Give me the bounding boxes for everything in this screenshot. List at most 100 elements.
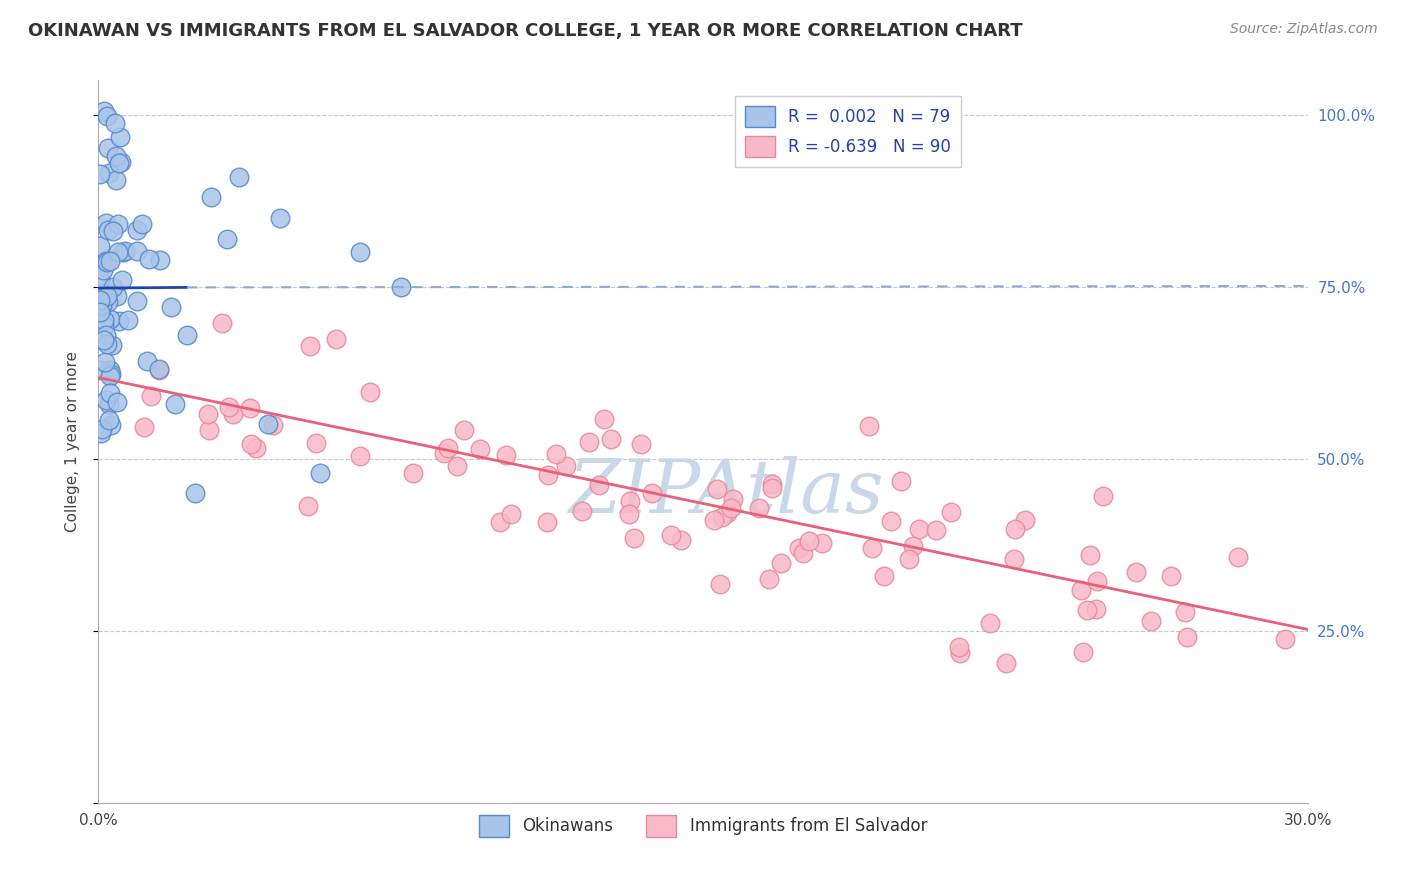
- Point: [619, 493, 641, 508]
- Point: [97, 413, 120, 427]
- Point: [903, 539, 925, 553]
- Point: [97, 141, 120, 155]
- Point: [262, 417, 284, 432]
- Point: [619, 508, 641, 522]
- Point: [111, 244, 134, 259]
- Point: [184, 486, 207, 500]
- Point: [97, 295, 120, 310]
- Point: [941, 505, 963, 519]
- Point: [132, 420, 155, 434]
- Point: [1085, 602, 1108, 616]
- Point: [873, 569, 896, 583]
- Point: [349, 245, 371, 260]
- Text: OKINAWAN VS IMMIGRANTS FROM EL SALVADOR COLLEGE, 1 YEAR OR MORE CORRELATION CHAR: OKINAWAN VS IMMIGRANTS FROM EL SALVADOR …: [28, 22, 1022, 40]
- Point: [709, 577, 731, 591]
- Point: [93, 334, 115, 348]
- Point: [149, 253, 172, 268]
- Point: [148, 362, 170, 376]
- Point: [125, 293, 148, 308]
- Point: [787, 541, 810, 556]
- Point: [97, 285, 120, 300]
- Point: [1070, 582, 1092, 597]
- Point: [792, 546, 814, 560]
- Point: [97, 223, 120, 237]
- Point: [1160, 569, 1182, 583]
- Point: [89, 293, 111, 308]
- Point: [218, 400, 240, 414]
- Point: [1014, 513, 1036, 527]
- Point: [630, 437, 652, 451]
- Point: [93, 313, 115, 327]
- Point: [108, 156, 131, 170]
- Point: [222, 407, 245, 421]
- Point: [880, 514, 903, 528]
- Point: [711, 510, 734, 524]
- Point: [908, 523, 931, 537]
- Text: Source: ZipAtlas.com: Source: ZipAtlas.com: [1230, 22, 1378, 37]
- Point: [389, 279, 412, 293]
- Point: [488, 515, 510, 529]
- Legend: Okinawans, Immigrants from El Salvador: Okinawans, Immigrants from El Salvador: [471, 807, 935, 845]
- Point: [217, 231, 239, 245]
- Point: [96, 288, 118, 302]
- Point: [89, 305, 111, 319]
- Point: [94, 328, 117, 343]
- Point: [111, 273, 134, 287]
- Point: [499, 508, 522, 522]
- Point: [1085, 574, 1108, 589]
- Point: [239, 401, 262, 416]
- Point: [555, 459, 578, 474]
- Point: [578, 435, 600, 450]
- Point: [949, 646, 972, 660]
- Point: [176, 327, 198, 342]
- Point: [703, 513, 725, 527]
- Point: [1274, 632, 1296, 646]
- Point: [100, 418, 122, 433]
- Point: [211, 316, 233, 330]
- Point: [716, 506, 738, 520]
- Point: [1175, 630, 1198, 644]
- Point: [105, 149, 128, 163]
- Point: [89, 239, 111, 253]
- Point: [402, 466, 425, 480]
- Point: [98, 369, 121, 384]
- Point: [890, 474, 912, 488]
- Point: [720, 500, 742, 515]
- Point: [93, 103, 115, 118]
- Point: [107, 244, 129, 259]
- Point: [89, 299, 111, 313]
- Point: [359, 385, 381, 400]
- Point: [761, 481, 783, 495]
- Point: [90, 298, 112, 312]
- Point: [94, 254, 117, 268]
- Point: [89, 362, 111, 376]
- Point: [659, 528, 682, 542]
- Point: [108, 130, 131, 145]
- Point: [1071, 645, 1094, 659]
- Point: [101, 224, 124, 238]
- Point: [91, 422, 114, 436]
- Point: [811, 536, 834, 550]
- Point: [131, 217, 153, 231]
- Point: [536, 515, 558, 529]
- Y-axis label: College, 1 year or more: College, 1 year or more: [65, 351, 80, 532]
- Point: [148, 363, 170, 377]
- Point: [748, 500, 770, 515]
- Point: [256, 417, 278, 432]
- Point: [297, 499, 319, 513]
- Point: [96, 110, 118, 124]
- Point: [758, 572, 780, 586]
- Point: [96, 337, 118, 351]
- Point: [114, 244, 136, 258]
- Point: [860, 541, 883, 555]
- Point: [623, 531, 645, 545]
- Point: [593, 412, 616, 426]
- Point: [98, 396, 121, 410]
- Point: [100, 367, 122, 381]
- Point: [197, 407, 219, 421]
- Point: [91, 262, 114, 277]
- Point: [103, 280, 125, 294]
- Point: [453, 423, 475, 437]
- Point: [104, 116, 127, 130]
- Point: [108, 314, 131, 328]
